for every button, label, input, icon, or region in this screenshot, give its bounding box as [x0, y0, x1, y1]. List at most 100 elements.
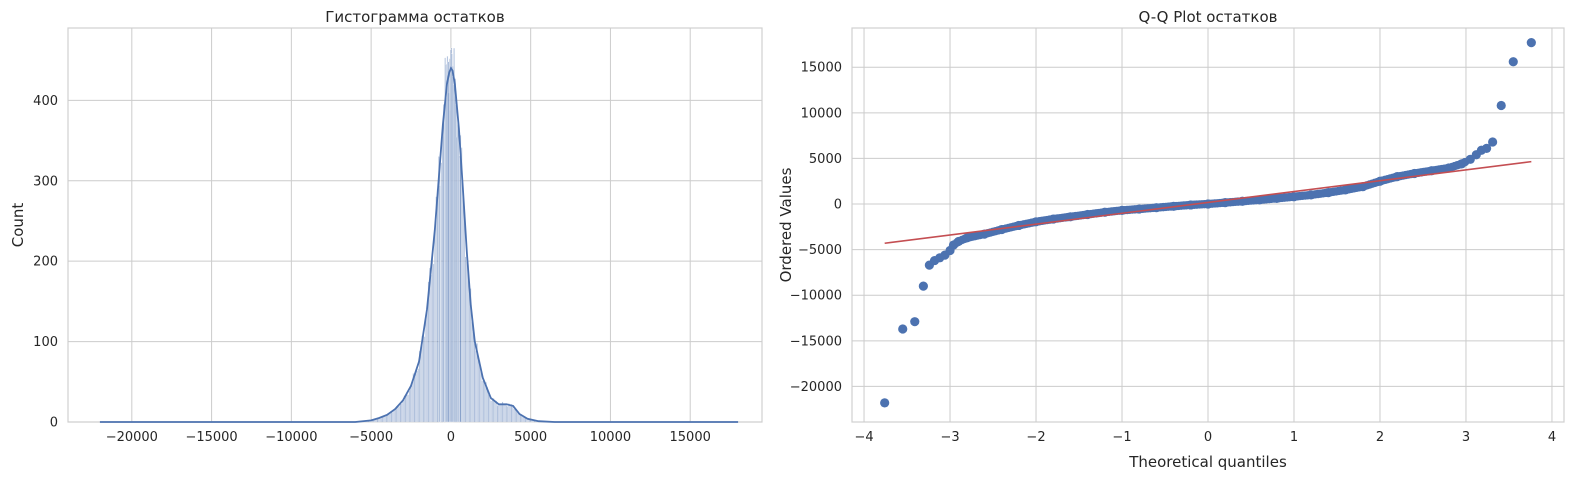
histogram-bar [394, 408, 397, 423]
qq-x-tick-label: −2 [1026, 430, 1045, 445]
histogram-bar [504, 404, 506, 423]
histogram-bar [385, 415, 388, 423]
qq-point [1340, 185, 1351, 195]
histogram-bar [413, 376, 416, 423]
qq-y-tick-label: 5000 [809, 152, 842, 167]
histogram-bar [399, 403, 402, 423]
qq-x-tick-label: −1 [1112, 430, 1131, 445]
histogram-bar [431, 255, 434, 423]
histogram-bar [466, 258, 468, 423]
histogram-bar [415, 373, 417, 423]
qq-plot-panel: −4 −3 −2 −1 0 1 2 3 4 −20000 −15000 −10000 −5000 0 50… [777, 8, 1565, 471]
histogram-bar [426, 310, 429, 423]
histogram-bar [490, 400, 492, 423]
qq-y-tick-label: −20000 [790, 380, 842, 395]
qq-y-tick-label: 15000 [801, 61, 842, 76]
qq-point [1289, 192, 1299, 202]
histogram-bar [480, 370, 482, 423]
histogram-panel: −20000 −15000 −10000 −5000 0 5000 10000 15000 0… [9, 8, 763, 445]
histogram-bar [472, 331, 475, 423]
qq-point [1358, 182, 1368, 192]
histogram-bar [430, 274, 432, 423]
hist-y-tick-label: 0 [50, 416, 58, 431]
histogram-bar [442, 104, 445, 423]
histogram-y-axis-label: Count [9, 203, 27, 248]
qq-point [1306, 190, 1316, 200]
histogram-bar [459, 152, 462, 423]
histogram-bar [491, 398, 494, 423]
histogram-bar [462, 192, 464, 423]
histogram-bar [425, 315, 427, 423]
qq-point [918, 281, 928, 291]
histogram-bar [416, 370, 418, 423]
hist-x-tick-label: 15000 [670, 430, 711, 445]
histogram-bar [402, 399, 404, 423]
histogram-bar [451, 53, 453, 423]
qq-point [979, 229, 990, 239]
histogram-bar [453, 84, 455, 423]
qq-point [1496, 100, 1506, 111]
qq-y-tick-label: −15000 [790, 334, 842, 349]
histogram-bar [445, 64, 447, 423]
histogram-bar [432, 263, 435, 423]
qq-point [1508, 57, 1518, 67]
histogram-bar [449, 58, 451, 423]
histogram-bar [463, 206, 466, 423]
histogram-bar [438, 156, 441, 423]
histogram-bar [406, 391, 408, 423]
histogram-bar [398, 405, 400, 423]
histogram-bar [390, 411, 393, 423]
histogram-bar [423, 336, 426, 423]
histogram-bar [478, 360, 481, 423]
histogram-bar [514, 408, 517, 423]
qq-point [1014, 220, 1024, 231]
hist-x-tick-label: 0 [447, 430, 455, 445]
histogram-bar [446, 55, 449, 423]
hist-x-tick-label: −10000 [265, 430, 317, 445]
histogram-bar [512, 405, 514, 423]
qq-x-ticks: −4 −3 −2 −1 0 1 2 3 4 [854, 430, 1556, 445]
qq-point [1426, 166, 1437, 176]
qq-point [997, 224, 1007, 235]
histogram-bar [495, 400, 497, 423]
histogram-bar [447, 61, 450, 423]
histogram-bar [408, 390, 411, 423]
kde-curve [99, 66, 739, 423]
qq-point [1482, 143, 1492, 153]
histogram-bar [489, 395, 491, 423]
histogram-bar [436, 188, 439, 423]
qq-point [898, 324, 908, 334]
histogram-bar [474, 350, 477, 423]
histogram-bar [506, 406, 509, 423]
histogram-bar [473, 343, 476, 423]
histogram-bar [500, 404, 503, 423]
qq-point [1272, 193, 1282, 203]
qq-point [1444, 163, 1454, 173]
histogram-bar [487, 394, 490, 423]
histogram-bar [464, 256, 467, 423]
histogram-bar [383, 416, 385, 423]
histogram-bar [417, 368, 420, 423]
qq-y-axis-label: Ordered Values [777, 167, 795, 282]
histogram-bar [422, 332, 425, 423]
histogram-y-ticks: 0 100 200 300 400 [33, 94, 58, 431]
hist-x-tick-label: 10000 [590, 430, 631, 445]
qq-y-tick-label: 0 [834, 198, 842, 213]
qq-point [1254, 195, 1265, 205]
qq-point [1526, 37, 1536, 48]
histogram-bar [515, 410, 518, 423]
histogram-kde [99, 66, 739, 423]
histogram-bar [497, 405, 500, 423]
histogram-bar [392, 412, 394, 423]
histogram-bar [522, 416, 524, 423]
histogram-bar [435, 196, 438, 423]
histogram-bar [494, 400, 496, 423]
histogram-bar [393, 409, 395, 423]
hist-y-tick-label: 100 [33, 335, 58, 350]
histogram-title: Гистограмма остатков [325, 8, 504, 26]
qq-y-tick-label: −5000 [798, 243, 842, 258]
histogram-bar [503, 404, 505, 423]
qq-point [954, 236, 964, 247]
histogram-bar [509, 404, 512, 423]
histogram-bar [409, 385, 412, 423]
